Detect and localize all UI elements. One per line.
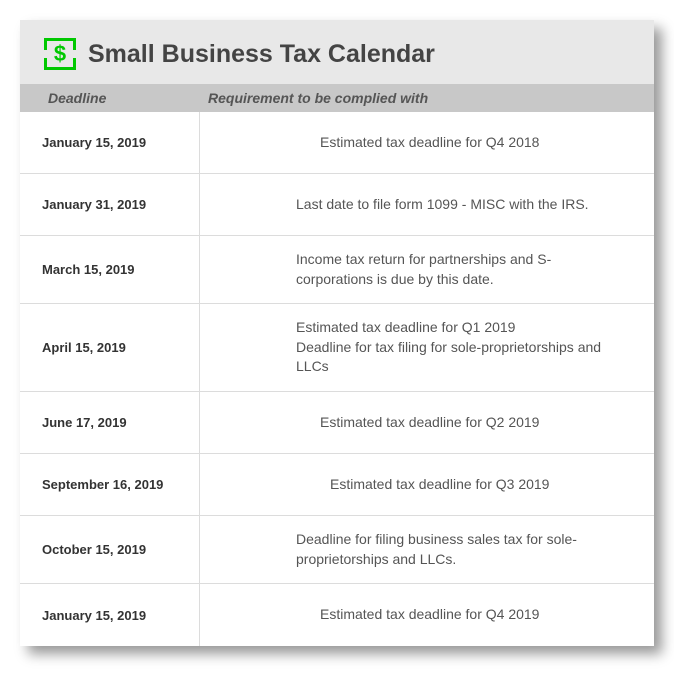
deadline-cell: April 15, 2019 xyxy=(20,304,200,391)
deadline-cell: January 15, 2019 xyxy=(20,112,200,173)
dollar-sign-glyph: $ xyxy=(54,41,66,67)
deadline-cell: January 15, 2019 xyxy=(20,584,200,646)
table-body: January 15, 2019 Estimated tax deadline f… xyxy=(20,112,654,646)
column-header-requirement: Requirement to be complied with xyxy=(200,90,654,106)
table-row: January 15, 2019 Estimated tax deadline f… xyxy=(20,584,654,646)
table-row: January 31, 2019 Last date to file form 1… xyxy=(20,174,654,236)
deadline-cell: January 31, 2019 xyxy=(20,174,200,235)
dollar-icon: $ xyxy=(44,38,76,70)
requirement-cell: Estimated tax deadline for Q3 2019 xyxy=(200,454,654,515)
table-row: January 15, 2019 Estimated tax deadline f… xyxy=(20,112,654,174)
requirement-text: Income tax return for partnerships and S… xyxy=(296,250,626,289)
column-header-deadline: Deadline xyxy=(20,90,200,106)
requirement-cell: Estimated tax deadline for Q1 2019Deadli… xyxy=(200,304,654,391)
table-row: September 16, 2019 Estimated tax deadline… xyxy=(20,454,654,516)
requirement-cell: Income tax return for partnerships and S… xyxy=(200,236,654,303)
requirement-cell: Estimated tax deadline for Q4 2019 xyxy=(200,584,654,646)
requirement-text: Estimated tax deadline for Q2 2019 xyxy=(320,413,626,433)
requirement-text: Estimated tax deadline for Q4 2018 xyxy=(320,133,626,153)
requirement-text: Deadline for filing business sales tax f… xyxy=(296,530,626,569)
requirement-text: Estimated tax deadline for Q3 2019 xyxy=(330,475,626,495)
requirement-cell: Deadline for filing business sales tax f… xyxy=(200,516,654,583)
table-row: October 15, 2019 Deadline for filing busi… xyxy=(20,516,654,584)
requirement-cell: Estimated tax deadline for Q4 2018 xyxy=(200,112,654,173)
header: $ Small Business Tax Calendar xyxy=(20,20,654,84)
requirement-text: Estimated tax deadline for Q4 2019 xyxy=(320,605,626,625)
table-row: June 17, 2019 Estimated tax deadline for … xyxy=(20,392,654,454)
deadline-cell: March 15, 2019 xyxy=(20,236,200,303)
requirement-cell: Last date to file form 1099 - MISC with … xyxy=(200,174,654,235)
table-row: April 15, 2019Estimated tax deadline for… xyxy=(20,304,654,392)
requirement-text: Last date to file form 1099 - MISC with … xyxy=(296,195,626,215)
deadline-cell: June 17, 2019 xyxy=(20,392,200,453)
deadline-cell: October 15, 2019 xyxy=(20,516,200,583)
page-title: Small Business Tax Calendar xyxy=(88,40,435,69)
tax-calendar-card: $ Small Business Tax Calendar Deadline R… xyxy=(20,20,654,646)
column-header-row: Deadline Requirement to be complied with xyxy=(20,84,654,112)
requirement-cell: Estimated tax deadline for Q2 2019 xyxy=(200,392,654,453)
table-row: March 15, 2019 Income tax return for part… xyxy=(20,236,654,304)
requirement-text: Estimated tax deadline for Q1 2019 xyxy=(296,318,626,338)
requirement-text: Deadline for tax filing for sole-proprie… xyxy=(296,338,626,377)
deadline-cell: September 16, 2019 xyxy=(20,454,200,515)
